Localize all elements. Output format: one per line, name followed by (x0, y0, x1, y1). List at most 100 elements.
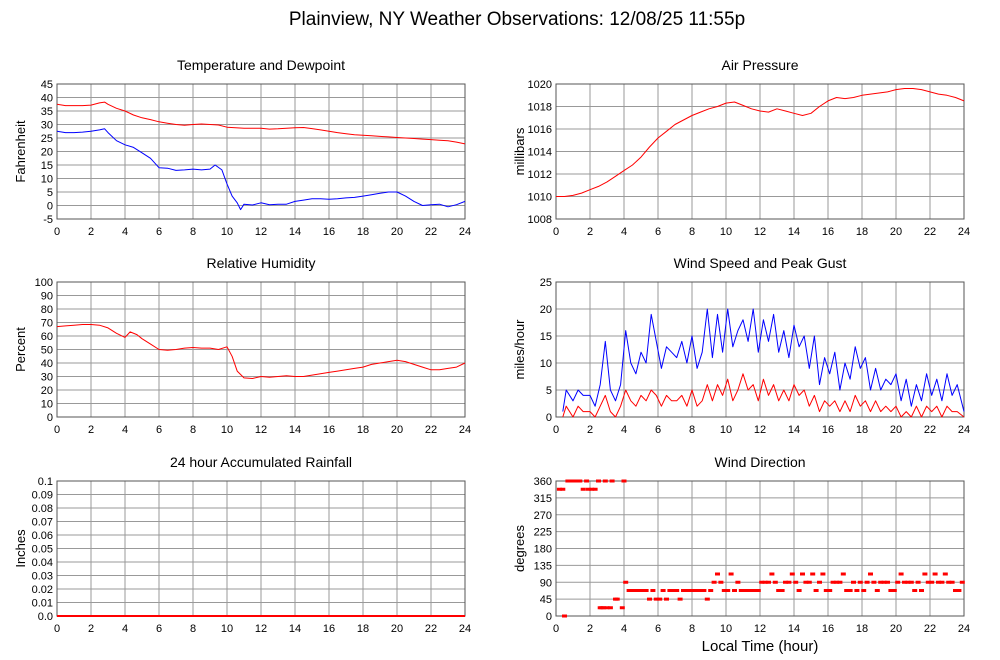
direction-y-tick-label: 225 (534, 527, 552, 539)
pressure-chart: Air Pressure1008101010121014101610181020… (512, 57, 970, 238)
humidity-x-tick-label: 16 (323, 424, 335, 436)
direction-point (626, 589, 632, 592)
direction-point (854, 589, 860, 592)
humidity-y-tick-label: 80 (41, 304, 53, 316)
direction-point (621, 479, 627, 483)
wind-x-tick-label: 22 (924, 424, 936, 436)
humidity-x-tick-label: 18 (357, 424, 369, 436)
direction-point (919, 589, 924, 592)
direction-point (762, 580, 768, 584)
direction-point (932, 572, 938, 576)
humidity-x-tick-label: 22 (425, 424, 437, 436)
temp-x-tick-label: 2 (88, 226, 94, 238)
direction-point (721, 589, 727, 592)
temp-y-tick-label: 35 (41, 106, 53, 118)
pressure-x-tick-label: 14 (788, 226, 800, 238)
direction-y-tick-label: 0 (546, 611, 552, 623)
rain-x-tick-label: 8 (190, 623, 196, 635)
pressure-x-tick-label: 24 (958, 226, 970, 238)
direction-y-tick-label: 315 (534, 493, 552, 505)
direction-point (749, 589, 754, 592)
pressure-y-tick-label: 1010 (528, 192, 552, 204)
rain-x-tick-label: 0 (54, 623, 60, 635)
wind-y-tick-label: 10 (540, 358, 552, 370)
direction-point (806, 580, 812, 584)
wind-x-tick-label: 2 (587, 424, 593, 436)
direction-point (630, 589, 635, 592)
direction-point (677, 597, 683, 601)
direction-point (614, 597, 620, 601)
rain-x-tick-label: 4 (122, 623, 128, 635)
direction-y-tick-label: 180 (534, 544, 552, 556)
direction-point (803, 580, 809, 584)
direction-point (908, 580, 914, 584)
temp-x-tick-label: 10 (221, 226, 233, 238)
direction-y-tick-label: 270 (534, 510, 552, 522)
temp-y-tick-label: 0 (47, 201, 53, 213)
rain-x-tick-label: 22 (425, 623, 437, 635)
humidity-x-tick-label: 4 (122, 424, 128, 436)
direction-point (915, 580, 921, 584)
direction-point (755, 589, 761, 592)
direction-point (701, 589, 707, 592)
direction-point (585, 487, 591, 491)
direction-point (732, 589, 737, 592)
direction-point (956, 589, 962, 592)
direction-point (556, 487, 562, 491)
pressure-x-tick-label: 16 (822, 226, 834, 238)
direction-point (837, 580, 843, 584)
rain-y-tick-label: 0.09 (32, 490, 53, 502)
humidity-x-tick-label: 8 (190, 424, 196, 436)
direction-point (694, 589, 700, 592)
direction-point (636, 589, 642, 592)
temp-chart: Temperature and Dewpoint-505101520253035… (13, 57, 471, 238)
humidity-y-tick-label: 100 (35, 277, 53, 289)
pressure-plot-frame (555, 83, 965, 220)
pressure-y-tick-label: 1014 (528, 147, 552, 159)
temp-x-tick-label: 6 (156, 226, 162, 238)
direction-point (769, 572, 775, 576)
direction-point (633, 589, 639, 592)
rain-x-tick-label: 24 (459, 623, 471, 635)
direction-point (820, 572, 826, 576)
temp-y-tick-label: 15 (41, 160, 53, 172)
direction-point (577, 479, 583, 483)
rain-y-tick-label: 0.04 (32, 557, 53, 569)
direction-x-tick-label: 8 (689, 623, 695, 635)
direction-point (817, 580, 822, 584)
direction-x-tick-label: 16 (822, 623, 834, 635)
direction-point (783, 580, 788, 584)
temp-x-tick-label: 14 (289, 226, 301, 238)
temp-y-axis-label: Fahrenheit (13, 120, 28, 183)
direction-x-tick-label: 4 (621, 623, 627, 635)
temp-x-tick-label: 18 (357, 226, 369, 238)
direction-point (711, 580, 717, 584)
humidity-y-tick-label: 30 (41, 372, 53, 384)
rain-y-tick-label: 0.08 (32, 503, 53, 515)
direction-point (589, 487, 595, 491)
wind-series-line-1 (562, 373, 965, 418)
wind-y-tick-label: 25 (540, 277, 552, 289)
direction-point (752, 589, 758, 592)
pressure-x-tick-label: 6 (655, 226, 661, 238)
wind-x-tick-label: 16 (822, 424, 834, 436)
direction-point (584, 479, 590, 483)
direction-point (567, 479, 573, 483)
wind-x-tick-label: 20 (890, 424, 902, 436)
direction-point (885, 580, 890, 584)
direction-point (745, 589, 751, 592)
pressure-x-tick-label: 8 (689, 226, 695, 238)
pressure-y-tick-label: 1016 (528, 124, 552, 136)
rain-chart: 24 hour Accumulated Rainfall0.00.010.020… (13, 454, 471, 635)
direction-x-tick-label: 10 (720, 623, 732, 635)
temp-y-tick-label: 45 (41, 79, 53, 91)
pressure-x-tick-label: 0 (553, 226, 559, 238)
direction-point (560, 487, 566, 491)
wind-plot-frame (555, 281, 965, 418)
direction-point (664, 597, 669, 601)
temp-x-tick-label: 0 (54, 226, 60, 238)
direction-point (562, 614, 567, 618)
direction-point (580, 487, 586, 491)
